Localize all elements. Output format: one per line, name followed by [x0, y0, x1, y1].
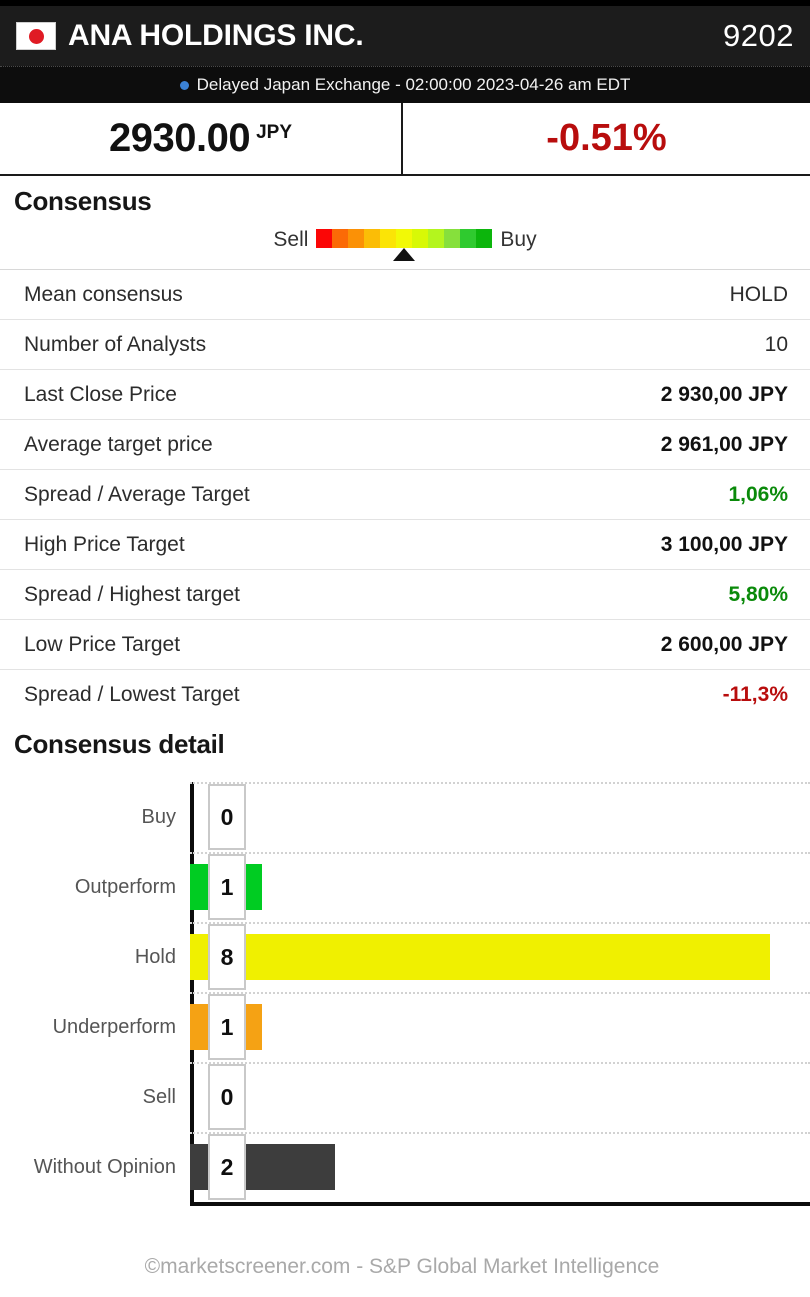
chart-value-box: 1	[208, 994, 246, 1060]
chart-gridline	[190, 1132, 810, 1134]
chart-row-label: Sell	[142, 1085, 176, 1108]
chart-row: Without Opinion 2	[0, 1132, 810, 1202]
consensus-detail-chart: Buy 0 Outperform 1 Hold 8 Underperform 1 Sell 0 Wi…	[0, 774, 810, 1206]
row-label: Spread / Lowest Target	[24, 683, 240, 706]
last-price-cell: 2930.00 JPY	[0, 103, 403, 174]
chart-gridline	[190, 852, 810, 854]
table-row: High Price Target 3 100,00 JPY	[0, 519, 810, 570]
row-label: Spread / Average Target	[24, 483, 250, 506]
row-value: -11,3%	[722, 683, 788, 706]
row-value: HOLD	[729, 283, 788, 306]
gauge-segment-9	[460, 229, 477, 248]
row-label: Last Close Price	[24, 383, 177, 406]
chart-row-list: Buy 0 Outperform 1 Hold 8 Underperform 1 Sell 0 Wi…	[0, 782, 810, 1202]
table-row: Average target price 2 961,00 JPY	[0, 419, 810, 470]
gauge-marker-icon	[393, 248, 416, 261]
chart-row-label: Outperform	[74, 875, 176, 898]
row-label: Number of Analysts	[24, 333, 207, 356]
japan-flag-icon	[16, 22, 56, 50]
row-label: Low Price Target	[24, 633, 181, 656]
gauge-bar-wrap	[316, 229, 493, 261]
row-value: 2 961,00 JPY	[660, 433, 788, 456]
row-value: 5,80%	[728, 583, 788, 606]
change-percent-cell: -0.51%	[403, 103, 810, 174]
gauge-buy-label: Buy	[500, 228, 537, 251]
chart-value-box: 2	[208, 1134, 246, 1200]
footer-attribution: ©marketscreener.com - S&P Global Market …	[144, 1255, 660, 1278]
chart-row-label: Without Opinion	[33, 1155, 176, 1178]
chart-value-box: 0	[208, 1064, 246, 1130]
chart-row: Hold 8	[0, 922, 810, 992]
consensus-gauge: Sell Buy	[0, 223, 810, 269]
gauge-segment-1	[332, 229, 349, 248]
gauge-segment-7	[428, 229, 445, 248]
flag-circle-shape	[28, 28, 44, 44]
row-label: Average target price	[24, 433, 213, 456]
chart-row: Underperform 1	[0, 992, 810, 1062]
chart-gridline	[190, 992, 810, 994]
change-percent-value: -0.51%	[546, 117, 667, 159]
gauge-gradient-bar	[316, 229, 493, 248]
chart-row: Buy 0	[0, 782, 810, 852]
table-row: Last Close Price 2 930,00 JPY	[0, 369, 810, 420]
consensus-detail-title: Consensus detail	[14, 729, 225, 759]
row-value: 10	[764, 333, 788, 356]
table-row: Spread / Lowest Target -11,3%	[0, 669, 810, 720]
price-row: 2930.00 JPY -0.51%	[0, 103, 810, 176]
top-strip	[0, 0, 810, 6]
chart-row-label: Buy	[141, 805, 176, 828]
gauge-segment-2	[348, 229, 365, 248]
row-value: 1,06%	[728, 483, 788, 506]
chart-row-label: Hold	[134, 945, 176, 968]
chart-gridline	[190, 782, 810, 784]
ticker-symbol: 9202	[723, 18, 794, 53]
status-dot-icon	[179, 80, 189, 90]
chart-value-box: 8	[208, 924, 246, 990]
chart-gridline	[190, 922, 810, 924]
app-header: ANA HOLDINGS INC. 9202	[0, 6, 810, 66]
table-row: Spread / Highest target 5,80%	[0, 569, 810, 620]
chart-gridline	[190, 1062, 810, 1064]
row-label: High Price Target	[24, 533, 185, 556]
gauge-segment-5	[396, 229, 413, 248]
row-label: Mean consensus	[24, 283, 183, 306]
chart-row-label: Underperform	[52, 1015, 176, 1038]
header-left-group: ANA HOLDINGS INC.	[16, 19, 364, 53]
consensus-table: Mean consensus HOLD Number of Analysts 10 La…	[0, 269, 810, 719]
chart-axes	[190, 782, 810, 1206]
gauge-segment-8	[444, 229, 461, 248]
gauge-segment-6	[412, 229, 429, 248]
row-value: 3 100,00 JPY	[660, 533, 788, 556]
company-name: ANA HOLDINGS INC.	[68, 19, 364, 52]
table-row: Low Price Target 2 600,00 JPY	[0, 619, 810, 670]
quote-status-text: Delayed Japan Exchange - 02:00:00 2023-0…	[196, 75, 631, 94]
table-row: Spread / Average Target 1,06%	[0, 469, 810, 520]
chart-value-box: 0	[208, 784, 246, 850]
table-row: Number of Analysts 10	[0, 319, 810, 370]
row-value: 2 600,00 JPY	[660, 633, 788, 656]
last-price-value: 2930.00	[108, 116, 251, 160]
chart-value-box: 1	[208, 854, 246, 920]
gauge-segment-10	[476, 229, 493, 248]
currency-label: JPY	[256, 121, 292, 143]
chart-row: Outperform 1	[0, 852, 810, 922]
chart-row: Sell 0	[0, 1062, 810, 1132]
row-value: 2 930,00 JPY	[660, 383, 788, 406]
gauge-segment-0	[316, 229, 333, 248]
gauge-segment-3	[364, 229, 381, 248]
chart-bar	[190, 934, 770, 980]
quote-status-bar: Delayed Japan Exchange - 02:00:00 2023-0…	[0, 66, 810, 103]
table-row: Mean consensus HOLD	[0, 269, 810, 320]
consensus-title: Consensus	[14, 186, 152, 216]
gauge-sell-label: Sell	[273, 228, 309, 251]
row-label: Spread / Highest target	[24, 583, 240, 606]
gauge-segment-4	[380, 229, 397, 248]
